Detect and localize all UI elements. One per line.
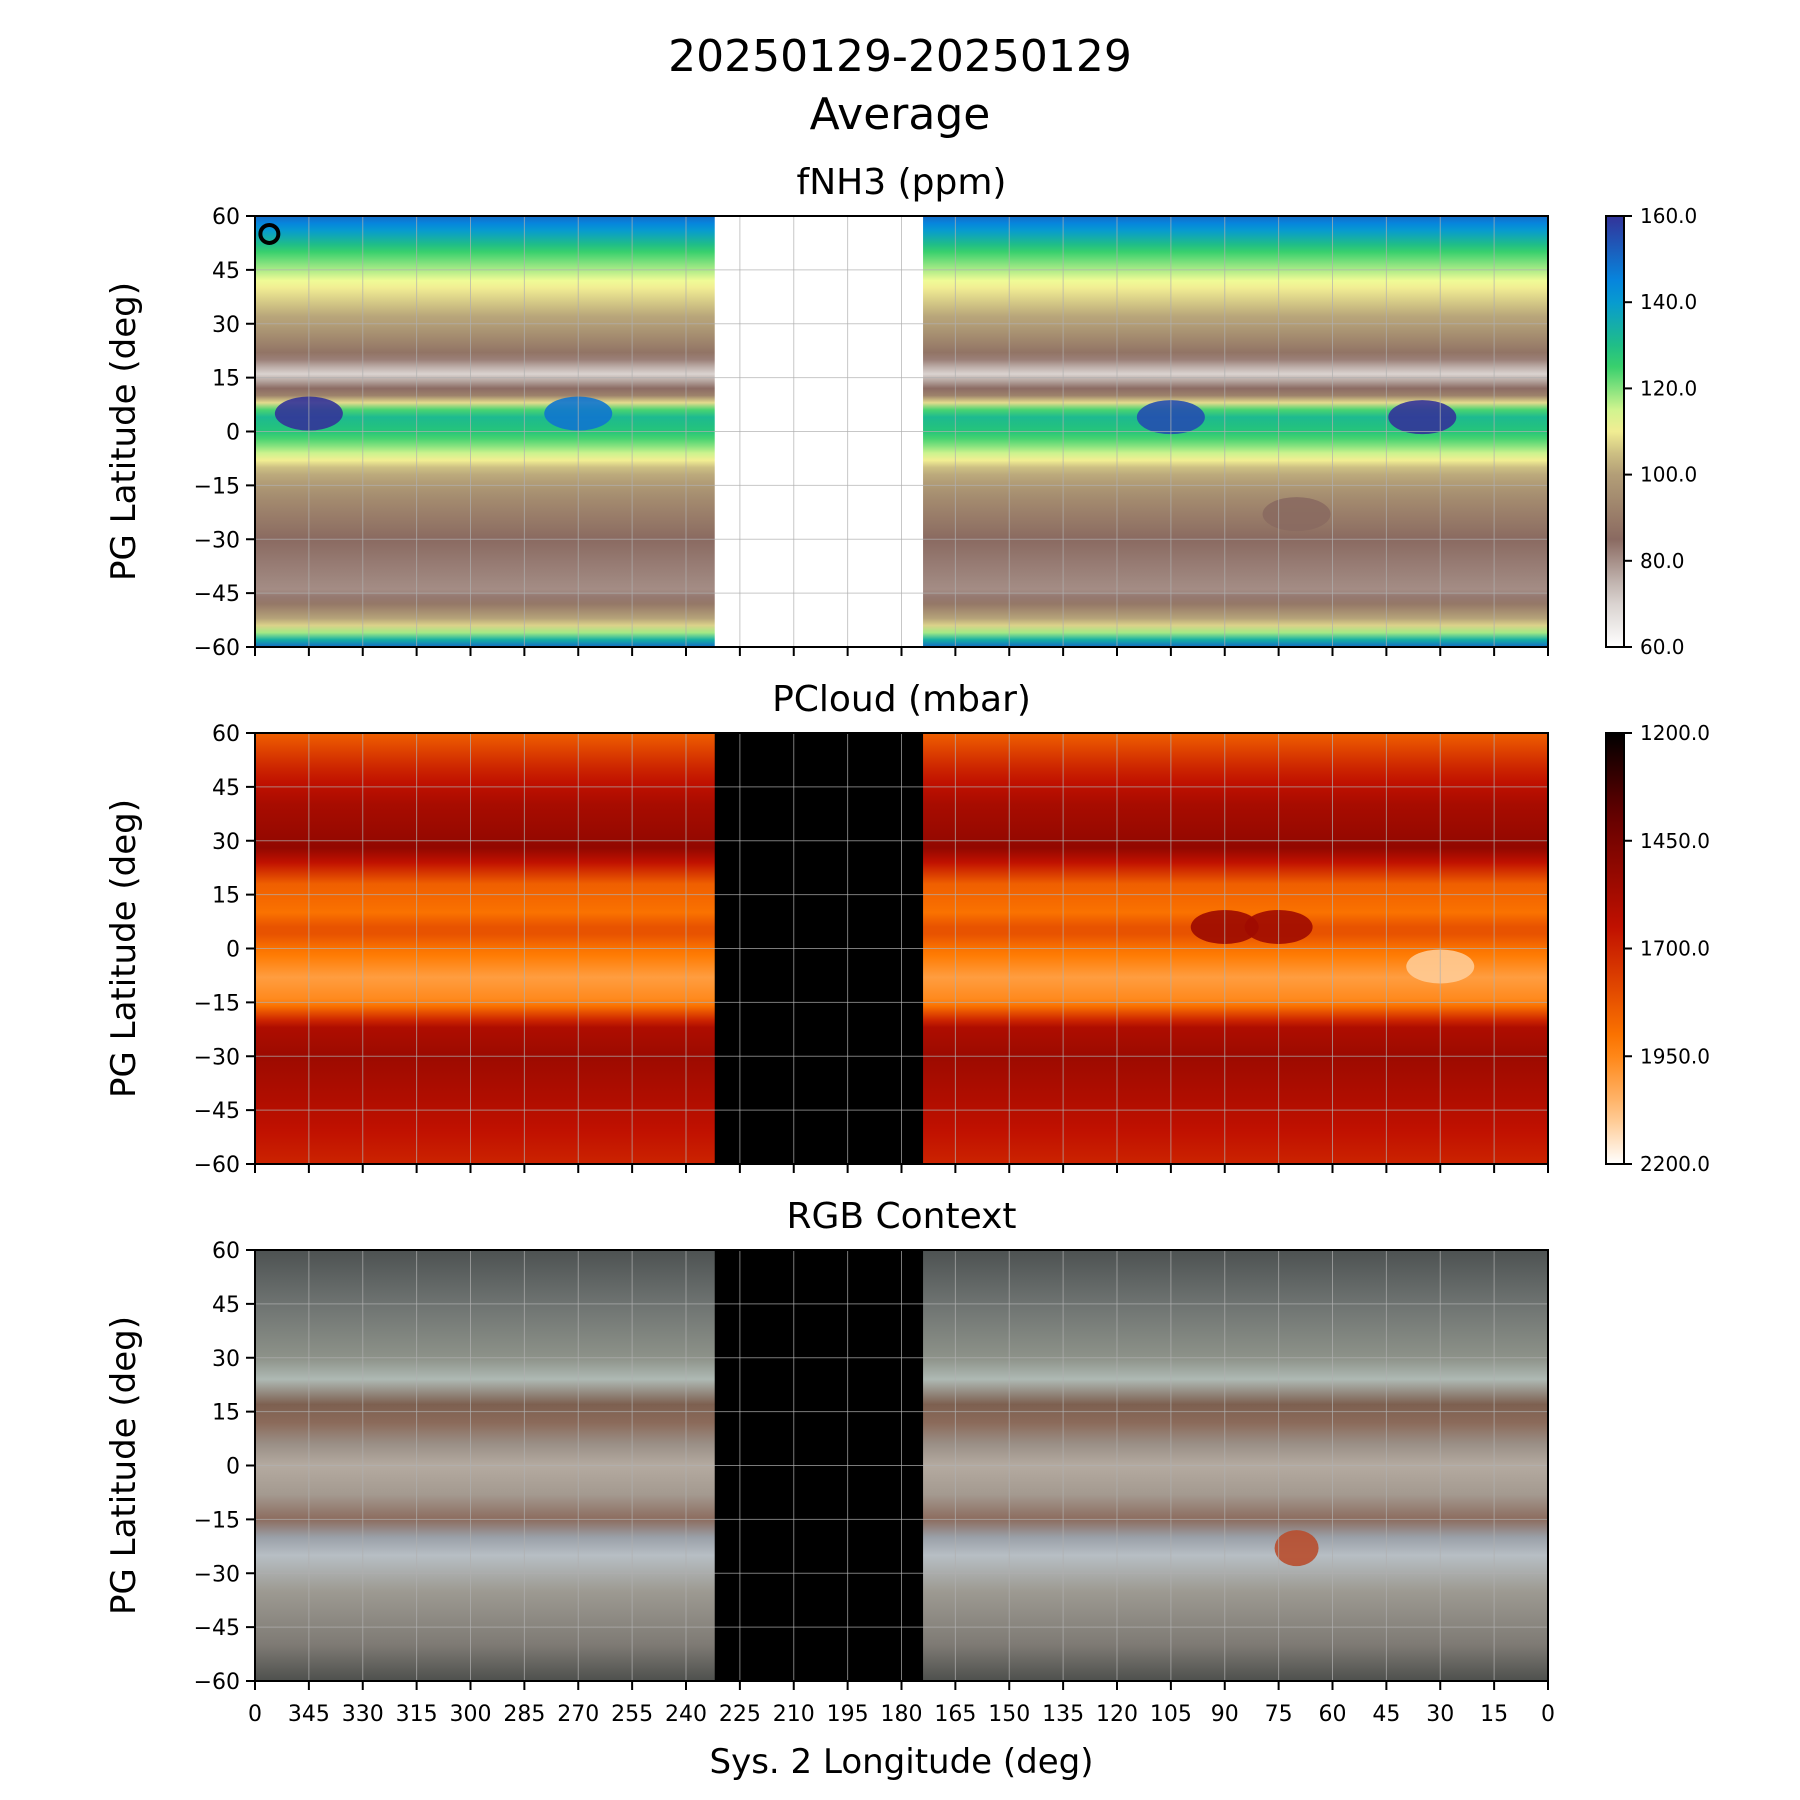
y-tick-label: 45 bbox=[212, 776, 240, 801]
y-tick-label: 15 bbox=[212, 367, 240, 392]
y-tick-label: −60 bbox=[194, 1670, 240, 1695]
plot-area bbox=[255, 216, 1548, 647]
panel-title: PCloud (mbar) bbox=[772, 679, 1031, 720]
plot-area bbox=[255, 1250, 1548, 1681]
colorbar bbox=[1605, 215, 1625, 648]
x-tick-label: 150 bbox=[988, 1702, 1030, 1727]
panel-title: RGB Context bbox=[786, 1196, 1016, 1237]
colorbar-tick-label: 120.0 bbox=[1640, 376, 1697, 400]
x-tick-label: 315 bbox=[396, 1702, 438, 1727]
x-tick-label: 210 bbox=[773, 1702, 815, 1727]
y-tick-label: 15 bbox=[212, 1401, 240, 1426]
figure-title-line1: 20250129-20250129 bbox=[668, 31, 1132, 82]
x-tick-label: 330 bbox=[342, 1702, 384, 1727]
y-tick-label: −45 bbox=[194, 1099, 240, 1124]
colorbar-tick-label: 80.0 bbox=[1640, 549, 1685, 573]
feature-4 bbox=[1388, 400, 1457, 435]
x-tick-label: 0 bbox=[248, 1702, 262, 1727]
x-tick-label: 255 bbox=[611, 1702, 653, 1727]
y-tick-label: 0 bbox=[226, 938, 240, 963]
y-tick-label: −15 bbox=[194, 991, 240, 1016]
x-tick-label: 105 bbox=[1150, 1702, 1192, 1727]
y-axis-label: PG Latitude (deg) bbox=[104, 282, 144, 581]
y-tick-label: −60 bbox=[194, 1153, 240, 1178]
colorbar-tick-label: 100.0 bbox=[1640, 463, 1697, 487]
feature-5 bbox=[1262, 497, 1331, 532]
marker-circle bbox=[258, 222, 281, 245]
x-tick-label: 75 bbox=[1265, 1702, 1293, 1727]
y-tick-label: −45 bbox=[194, 582, 240, 607]
x-tick-label: 240 bbox=[665, 1702, 707, 1727]
y-tick-label: 45 bbox=[212, 1293, 240, 1318]
figure-title-line2: Average bbox=[809, 89, 991, 140]
colorbar-tick-label: 1450.0 bbox=[1640, 829, 1710, 853]
x-tick-label: 15 bbox=[1480, 1702, 1508, 1727]
panel-title: fNH3 (ppm) bbox=[797, 162, 1007, 203]
y-tick-label: 15 bbox=[212, 884, 240, 909]
x-tick-label: 195 bbox=[827, 1702, 869, 1727]
colorbar-tick-label: 1700.0 bbox=[1640, 937, 1710, 961]
panel-1: 60 45 30 15 0 −15 −30 −45 −60 fNH3 (ppm) PG Latitu… bbox=[104, 162, 1697, 661]
x-tick-label: 30 bbox=[1426, 1702, 1454, 1727]
y-tick-label: 30 bbox=[212, 1347, 240, 1372]
y-tick-label: 60 bbox=[212, 1239, 240, 1264]
colorbar-tick-label: 2200.0 bbox=[1640, 1152, 1710, 1176]
panel-2: 60 45 30 15 0 −15 −30 −45 −60 PCloud (mbar) PG Lat… bbox=[104, 679, 1710, 1178]
x-tick-label: 180 bbox=[881, 1702, 923, 1727]
y-tick-label: −30 bbox=[194, 528, 240, 553]
x-tick-label: 345 bbox=[288, 1702, 330, 1727]
x-tick-label: 270 bbox=[557, 1702, 599, 1727]
y-tick-label: −30 bbox=[194, 1045, 240, 1070]
y-tick-label: −60 bbox=[194, 636, 240, 661]
x-tick-label: 90 bbox=[1211, 1702, 1239, 1727]
colorbar-tick-label: 1950.0 bbox=[1640, 1044, 1710, 1068]
x-tick-label: 300 bbox=[450, 1702, 492, 1727]
y-tick-label: 60 bbox=[212, 722, 240, 747]
x-tick-label: 165 bbox=[934, 1702, 976, 1727]
x-tick-label: 60 bbox=[1319, 1702, 1347, 1727]
x-tick-label: 285 bbox=[503, 1702, 545, 1727]
y-tick-label: −15 bbox=[194, 474, 240, 499]
x-tick-label: 120 bbox=[1096, 1702, 1138, 1727]
y-tick-label: −15 bbox=[194, 1508, 240, 1533]
y-axis-label: PG Latitude (deg) bbox=[104, 1316, 144, 1615]
colorbar bbox=[1605, 732, 1625, 1165]
colorbar-tick-label: 60.0 bbox=[1640, 635, 1685, 659]
y-tick-label: 0 bbox=[226, 1455, 240, 1480]
plot-area bbox=[255, 733, 1548, 1164]
y-tick-label: 0 bbox=[226, 421, 240, 446]
x-tick-label: 45 bbox=[1372, 1702, 1400, 1727]
y-tick-label: 30 bbox=[212, 313, 240, 338]
y-tick-label: 45 bbox=[212, 259, 240, 284]
colorbar-tick-label: 1200.0 bbox=[1640, 721, 1710, 745]
y-tick-label: 60 bbox=[212, 205, 240, 230]
x-axis-label: Sys. 2 Longitude (deg) bbox=[710, 1742, 1094, 1782]
x-tick-label: 225 bbox=[719, 1702, 761, 1727]
x-tick-label: 0 bbox=[1541, 1702, 1555, 1727]
y-tick-label: 30 bbox=[212, 830, 240, 855]
feature-1 bbox=[1274, 1530, 1319, 1567]
colorbar-tick-label: 140.0 bbox=[1640, 290, 1697, 314]
y-tick-label: −30 bbox=[194, 1562, 240, 1587]
x-tick-label: 135 bbox=[1042, 1702, 1084, 1727]
colorbar-tick-label: 160.0 bbox=[1640, 204, 1697, 228]
y-axis-label: PG Latitude (deg) bbox=[104, 799, 144, 1098]
y-tick-label: −45 bbox=[194, 1616, 240, 1641]
